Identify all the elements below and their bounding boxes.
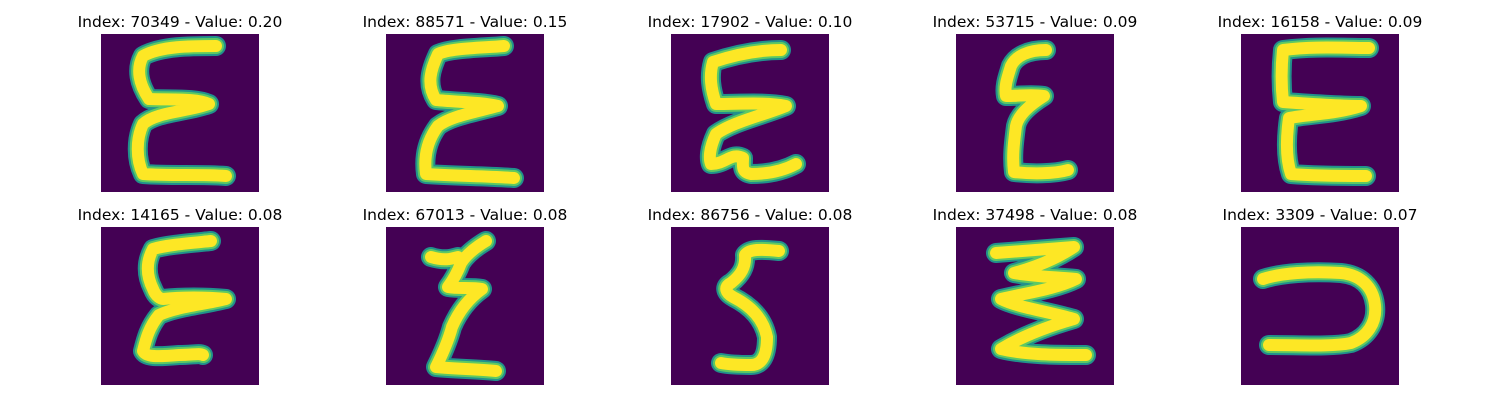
- glyph-stroke-core: [1257, 266, 1382, 352]
- digit-image: [1241, 227, 1399, 385]
- digit-image: [956, 227, 1114, 385]
- image-panel-10: Index: 3309 - Value: 0.07: [1200, 205, 1440, 395]
- image-panel-1: Index: 70349 - Value: 0.20: [60, 12, 300, 202]
- digit-image: [101, 34, 259, 192]
- image-panel-6: Index: 14165 - Value: 0.08: [60, 205, 300, 395]
- panel-title: Index: 70349 - Value: 0.20: [77, 13, 283, 31]
- image-panel-9: Index: 37498 - Value: 0.08: [915, 205, 1155, 395]
- image-panel-5: Index: 16158 - Value: 0.09: [1200, 12, 1440, 202]
- digit-image: [671, 227, 829, 385]
- panel-title: Index: 53715 - Value: 0.09: [932, 13, 1138, 31]
- image-panel-3: Index: 17902 - Value: 0.10: [630, 12, 870, 202]
- panel-title: Index: 3309 - Value: 0.07: [1222, 206, 1418, 224]
- panel-title: Index: 16158 - Value: 0.09: [1217, 13, 1423, 31]
- glyph-stroke-core: [1275, 41, 1375, 182]
- image-panel-7: Index: 67013 - Value: 0.08: [345, 205, 585, 395]
- panel-title: Index: 86756 - Value: 0.08: [647, 206, 853, 224]
- digit-image: [386, 34, 544, 192]
- panel-title: Index: 67013 - Value: 0.08: [362, 206, 568, 224]
- glyph-stroke-core: [990, 241, 1092, 361]
- image-panel-2: Index: 88571 - Value: 0.15: [345, 12, 585, 202]
- digit-image: [956, 34, 1114, 192]
- glyph-stroke-core: [715, 243, 785, 371]
- image-panel-8: Index: 86756 - Value: 0.08: [630, 205, 870, 395]
- panel-title: Index: 37498 - Value: 0.08: [932, 206, 1138, 224]
- panel-title: Index: 88571 - Value: 0.15: [362, 13, 568, 31]
- glyph-stroke-core: [703, 44, 802, 180]
- digit-image: [671, 34, 829, 192]
- glyph-stroke-core: [425, 235, 502, 377]
- digit-image: [386, 227, 544, 385]
- glyph-stroke-core: [419, 40, 520, 184]
- glyph-stroke-core: [999, 44, 1074, 180]
- panel-title: Index: 14165 - Value: 0.08: [77, 206, 283, 224]
- glyph-stroke-core: [137, 235, 232, 363]
- digit-image: [101, 227, 259, 385]
- digit-image: [1241, 34, 1399, 192]
- image-panel-4: Index: 53715 - Value: 0.09: [915, 12, 1155, 202]
- panel-title: Index: 17902 - Value: 0.10: [647, 13, 853, 31]
- glyph-stroke-core: [131, 40, 232, 182]
